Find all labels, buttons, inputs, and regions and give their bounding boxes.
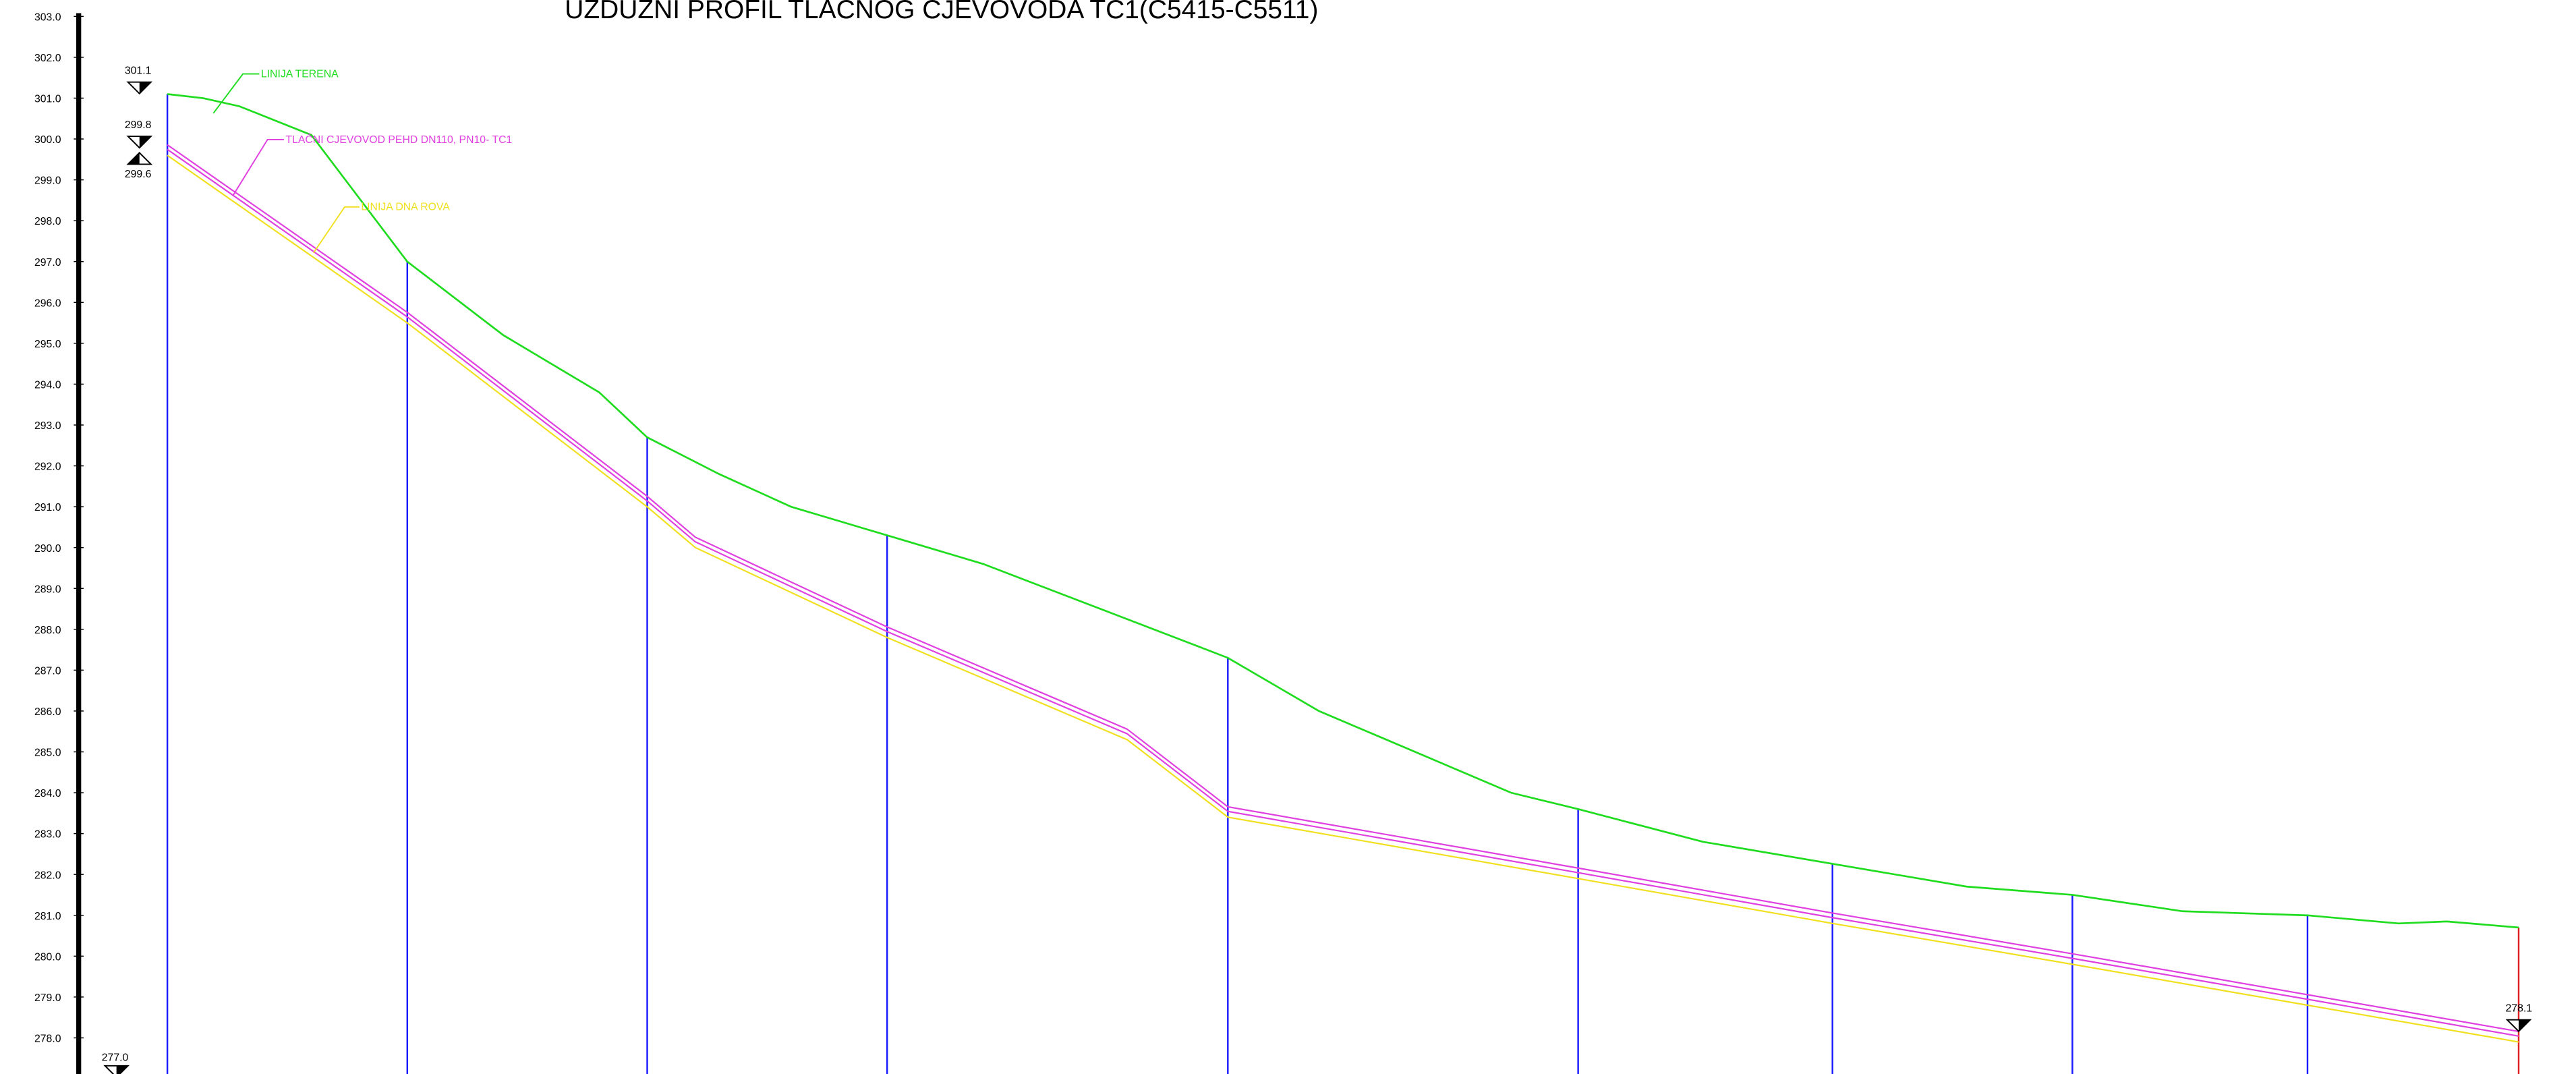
trench-marker-fill-icon <box>127 152 140 165</box>
profile-lines <box>167 93 2519 1043</box>
station-lines <box>166 94 2520 1074</box>
elevation-tick-label: 302.0 <box>34 53 61 64</box>
elevation-tick-label: 301.0 <box>34 94 61 105</box>
elevation-tick-label: 287.0 <box>34 665 61 677</box>
elevation-tick-label: 291.0 <box>34 502 61 513</box>
pipe-marker-fill-icon <box>139 136 151 148</box>
pipe-leader <box>232 138 284 196</box>
pipe-label: TLAČNI CJEVOVOD PEHD DN110, PN10- TC1 <box>285 133 512 146</box>
title-group: UZDUŽNI PROFIL TLAČNOG CJEVOVODA TC1(C54… <box>565 0 1318 24</box>
start-trench-elevation: 299.6 <box>125 169 152 180</box>
trench-label: LINIJA DNA ROVA <box>361 202 450 213</box>
terrain-label: LINIJA TERENA <box>261 68 339 80</box>
end-marker-fill-icon <box>2518 1019 2531 1031</box>
elevation-tick-label: 286.0 <box>34 706 61 718</box>
start-pipe-elevation: 299.8 <box>125 119 152 131</box>
line-labels: LINIJA TERENA TLAČNI CJEVOVOD PEHD DN110… <box>212 68 513 254</box>
elevation-tick-label: 294.0 <box>34 380 61 391</box>
elevation-tick-label: 295.0 <box>34 339 61 350</box>
elevation-tick-label: 284.0 <box>34 788 61 799</box>
markers: 301.1 299.8 299.6 277.0 278.1 <box>102 65 2532 1074</box>
elevation-tick-label: 288.0 <box>34 625 61 636</box>
left-bottom-elevation: 277.0 <box>102 1052 129 1064</box>
elevation-tick-label: 299.0 <box>34 175 61 187</box>
elevation-tick-label: 289.0 <box>34 584 61 595</box>
elevation-tick-label: 296.0 <box>34 298 61 309</box>
elevation-tick-label: 278.0 <box>34 1034 61 1045</box>
elevation-tick-labels: 278.0 279.0 280.0 281.0 282.0 283.0 284.0 285.0… <box>34 11 84 1045</box>
elevation-axis: 278.0 279.0 280.0 281.0 282.0 283.0 284.0 285.0… <box>34 11 84 1074</box>
end-pipe-elevation: 278.1 <box>2505 1002 2532 1014</box>
drawing-title: UZDUŽNI PROFIL TLAČNOG CJEVOVODA TC1(C54… <box>565 0 1318 24</box>
terrain-leader <box>212 73 260 114</box>
elevation-tick-label: 283.0 <box>34 829 61 841</box>
pipe-line-top <box>167 144 2519 1033</box>
elevation-tick-label: 290.0 <box>34 543 61 555</box>
start-terrain-elevation: 301.1 <box>125 65 152 77</box>
elevation-tick-label: 303.0 <box>34 11 61 23</box>
pipe-line-bottom <box>167 148 2519 1037</box>
elevation-tick-label: 298.0 <box>34 216 61 227</box>
elevation-tick-label: 292.0 <box>34 461 61 473</box>
elevation-tick-label: 280.0 <box>34 951 61 963</box>
elevation-tick-label: 285.0 <box>34 747 61 759</box>
elevation-tick-label: 297.0 <box>34 257 61 268</box>
elevation-tick-label: 282.0 <box>34 870 61 881</box>
elevation-tick-label: 281.0 <box>34 911 61 922</box>
trench-line <box>167 154 2519 1043</box>
elevation-tick-label: 293.0 <box>34 420 61 432</box>
elevation-tick-label: 300.0 <box>34 134 61 146</box>
elevation-tick-label: 279.0 <box>34 992 61 1004</box>
left-bottom-marker-fill-icon <box>116 1065 128 1074</box>
trench-leader <box>312 206 360 254</box>
terrain-line <box>167 93 2519 929</box>
